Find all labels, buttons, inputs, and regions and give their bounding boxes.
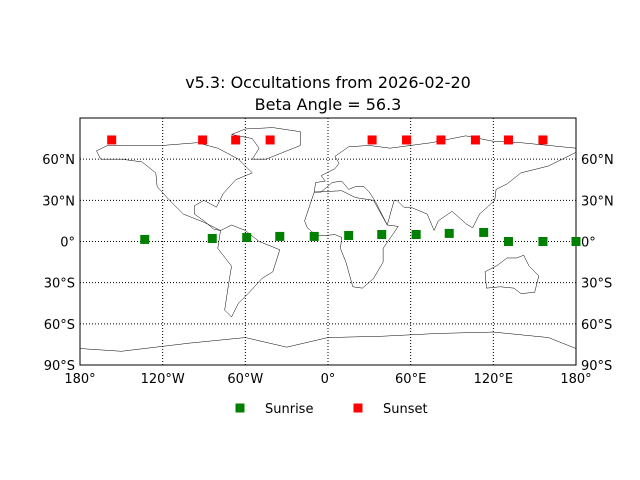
- x-tick-label: 0°: [321, 372, 336, 387]
- sunrise-point: [411, 230, 421, 240]
- sunrise-point: [344, 230, 354, 240]
- coastline: [230, 127, 301, 160]
- sunset-point: [402, 135, 412, 145]
- legend-marker-sunrise: [235, 403, 245, 413]
- sunrise-point: [479, 227, 489, 237]
- legend-marker-sunset: [353, 403, 363, 413]
- y-tick-label-left: 30°N: [42, 194, 75, 209]
- x-tick-label: 120°W: [141, 372, 185, 387]
- x-tick-label: 120°E: [474, 372, 514, 387]
- coastline: [96, 142, 253, 231]
- coastline: [484, 254, 540, 294]
- sunset-point: [107, 135, 117, 145]
- sunrise-point: [242, 233, 252, 243]
- sunrise-point: [444, 228, 454, 238]
- y-tick-label-left: 30°S: [44, 277, 75, 292]
- y-tick-label-right: 60°N: [581, 153, 614, 168]
- sunset-point: [503, 135, 513, 145]
- sunrise-point: [538, 237, 548, 246]
- y-tick-label-right: 0°: [581, 236, 596, 251]
- legend-label-sunrise: Sunrise: [265, 402, 313, 417]
- sunset-point: [231, 135, 241, 145]
- y-tick-label-right: 60°S: [581, 318, 612, 333]
- y-tick-label-right: 30°N: [581, 194, 614, 209]
- x-tick-label: 180°: [64, 372, 95, 387]
- sunrise-point: [503, 237, 513, 246]
- coastline: [313, 135, 577, 232]
- sunrise-point: [207, 233, 217, 243]
- sunset-point: [436, 135, 446, 145]
- y-tick-label-right: 30°S: [581, 277, 612, 292]
- sunset-point: [470, 135, 480, 145]
- sunrise-point: [377, 230, 387, 240]
- y-tick-label-left: 60°N: [42, 153, 75, 168]
- sunrise-point: [275, 231, 285, 241]
- y-tick-label-left: 60°S: [44, 318, 75, 333]
- chart-title: v5.3: Occultations from 2026-02-20: [185, 73, 471, 92]
- sunset-point: [538, 135, 548, 145]
- sunrise-point: [571, 237, 581, 246]
- legend-label-sunset: Sunset: [383, 402, 428, 417]
- y-tick-label-left: 90°S: [44, 359, 75, 374]
- x-tick-label: 60°E: [395, 372, 426, 387]
- sunrise-point: [140, 234, 150, 244]
- y-tick-label-left: 0°: [60, 236, 75, 251]
- sunset-point: [367, 135, 377, 145]
- legend: Sunrise Sunset: [235, 402, 428, 417]
- sunset-point: [265, 135, 275, 145]
- chart-subtitle: Beta Angle = 56.3: [254, 95, 402, 114]
- x-tick-label: 60°W: [227, 372, 263, 387]
- sunset-point: [198, 135, 208, 145]
- sunrise-point: [309, 231, 319, 241]
- y-tick-label-right: 90°S: [581, 359, 612, 374]
- x-tick-label: 180°: [560, 372, 591, 387]
